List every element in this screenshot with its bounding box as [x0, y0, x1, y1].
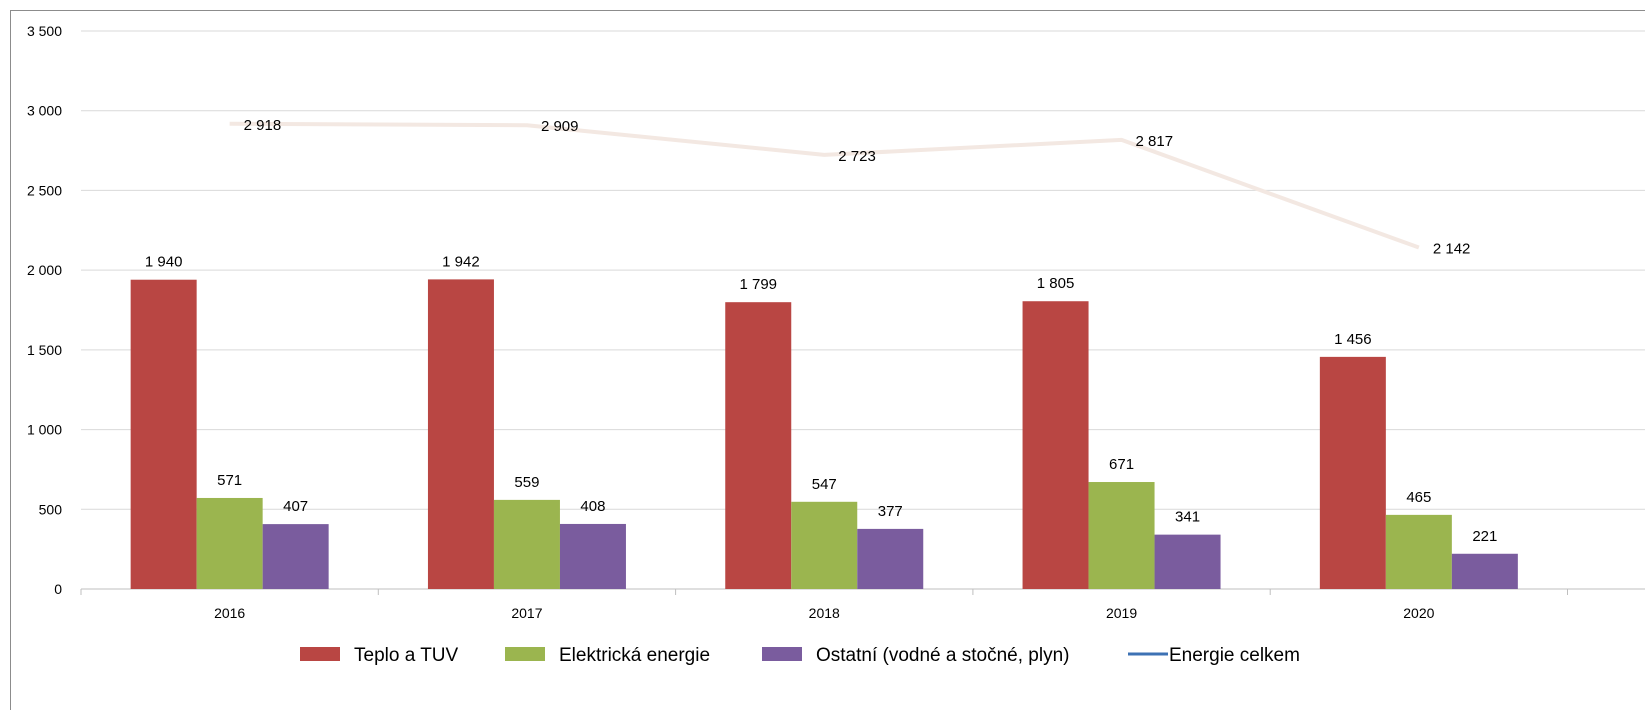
- bar: [196, 497, 263, 589]
- legend: Teplo a TUV Elektrická energie Ostatní (vo…: [300, 645, 1300, 666]
- x-tick-label: 2019: [1106, 605, 1137, 621]
- x-axis-ticks: 2016 2017 2018 2019 2020: [80, 589, 1568, 621]
- bar: [1451, 553, 1518, 589]
- legend-label: Teplo a TUV: [354, 645, 459, 666]
- bar-value-label: 465: [1406, 489, 1431, 506]
- line-value-label: 2 817: [1136, 133, 1174, 150]
- bar: [130, 279, 197, 589]
- line-value-label: 2 909: [541, 118, 579, 135]
- x-tick-label: 2020: [1403, 605, 1434, 621]
- bar-value-label: 671: [1109, 456, 1134, 473]
- bar-value-label: 1 456: [1334, 331, 1372, 348]
- bar: [1154, 534, 1221, 589]
- legend-swatch: [300, 647, 340, 661]
- y-tick-label: 3 000: [27, 103, 62, 119]
- bar-value-label: 407: [283, 498, 308, 515]
- chart-frame: [10, 10, 1645, 710]
- bar-value-label: 377: [878, 503, 903, 520]
- bar-value-label: 1 805: [1037, 275, 1075, 292]
- legend-label: Ostatní (vodné a stočné, plyn): [816, 645, 1069, 666]
- bar-value-label: 221: [1472, 528, 1497, 545]
- bar: [725, 302, 792, 589]
- y-tick-label: 0: [54, 581, 62, 597]
- bar-value-label: 1 940: [145, 254, 183, 271]
- bar: [1319, 356, 1386, 589]
- line-series: [229, 121, 1420, 250]
- bar-value-label: 341: [1175, 509, 1200, 526]
- bar-value-label: 559: [514, 474, 539, 491]
- legend-label: Elektrická energie: [559, 645, 710, 666]
- bar: [857, 528, 924, 589]
- bar-value-label: 1 799: [739, 276, 777, 293]
- bar: [559, 523, 626, 589]
- bar: [1385, 514, 1452, 589]
- line-value-label: 2 918: [244, 117, 282, 134]
- y-tick-label: 500: [39, 501, 63, 517]
- legend-swatch: [505, 647, 545, 661]
- total-line: [229, 121, 1420, 250]
- x-tick-label: 2017: [511, 605, 542, 621]
- bar-value-label: 1 942: [442, 253, 480, 270]
- y-tick-label: 2 000: [27, 262, 62, 278]
- bar: [262, 524, 329, 589]
- y-tick-label: 2 500: [27, 182, 62, 198]
- y-tick-label: 1 500: [27, 342, 62, 358]
- bars: [130, 279, 1518, 589]
- y-tick-label: 1 000: [27, 422, 62, 438]
- bar: [427, 279, 494, 589]
- bar: [791, 501, 858, 589]
- x-tick-label: 2016: [214, 605, 245, 621]
- bar: [493, 499, 560, 589]
- bar-value-label: 408: [580, 498, 605, 515]
- x-tick-label: 2018: [809, 605, 840, 621]
- line-value-label: 2 142: [1433, 241, 1471, 258]
- y-axis-ticks: 0 500 1 000 1 500 2 000 2 500 3 000 3 500: [27, 23, 62, 597]
- line-value-label: 2 723: [838, 148, 876, 165]
- y-tick-label: 3 500: [27, 23, 62, 39]
- bar-value-label: 547: [812, 476, 837, 493]
- bar: [1022, 301, 1089, 589]
- legend-swatch: [762, 647, 802, 661]
- bar-value-label: 571: [217, 472, 242, 489]
- legend-label: Energie celkem: [1169, 645, 1300, 666]
- data-labels: 1 940 571 407 1 942 559 408 1 799 547 377 1 805 67…: [145, 117, 1497, 545]
- bar: [1088, 482, 1155, 589]
